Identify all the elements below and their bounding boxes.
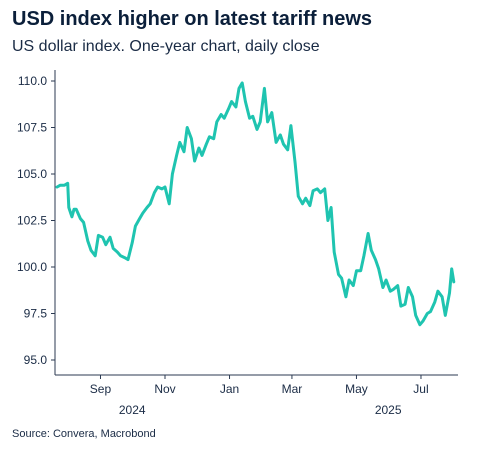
plot-area [55,81,456,327]
x-tick-label: Jan [220,382,239,396]
x-tick-label: Nov [154,382,175,396]
x-year-label: 2024 [119,403,146,417]
x-tick-label: Jul [413,382,428,396]
x-tick-label: Mar [282,382,303,396]
source-note: Source: Convera, Macrobond [12,428,156,440]
y-tick-label: 105.0 [17,167,47,181]
chart-subtitle: US dollar index. One-year chart, daily c… [12,38,320,55]
x-tick-label: May [345,382,368,396]
x-year-label: 2025 [375,403,402,417]
x-axis: Sep Nov Jan Mar May Jul 2024 2025 [55,374,458,417]
y-tick-label: 110.0 [18,74,47,88]
y-tick-label: 95.0 [24,353,48,367]
usd-index-line [55,81,456,327]
y-tick-label: 107.5 [17,121,47,135]
y-tick-label: 102.5 [17,214,47,228]
y-tick-label: 100.0 [17,260,47,274]
x-tick-label: Sep [90,382,112,396]
y-tick-label: 97.5 [24,307,48,321]
chart-title: USD index higher on latest tariff news [12,8,373,30]
y-axis: 110.0 107.5 105.0 102.5 100.0 97.5 95.0 [17,70,56,375]
